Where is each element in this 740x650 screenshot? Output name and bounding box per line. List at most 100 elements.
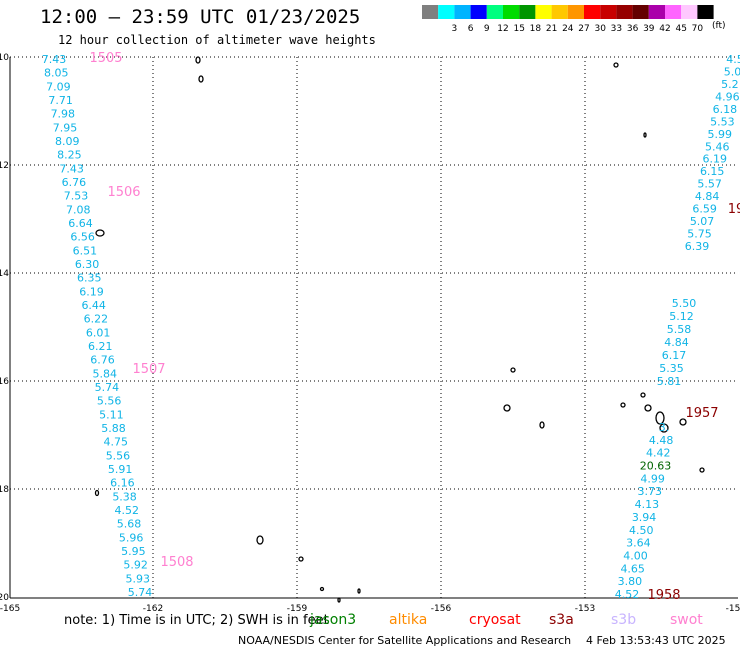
swh-value: 6.76: [62, 176, 87, 189]
legend-swatch: [535, 5, 552, 19]
swh-value: 5.58: [667, 323, 692, 336]
island-outline: [659, 423, 669, 433]
swh-value: 7.71: [48, 94, 73, 107]
swh-value: 5.91: [108, 463, 133, 476]
map-subtitle: 12 hour collection of altimeter wave hei…: [58, 33, 376, 47]
swh-value: 4.00: [623, 549, 648, 562]
swh-value: 4.84: [695, 190, 720, 203]
island-outline: [539, 421, 545, 429]
legend-label: 21: [546, 24, 557, 34]
lon-tick-label: -159: [287, 604, 308, 614]
swh-value: 6.39: [685, 240, 710, 253]
swh-value: 4.84: [664, 336, 689, 349]
satellite-jason3: jason3: [310, 612, 357, 628]
generated-timestamp: 4 Feb 13:53:43 UTC 2025: [586, 634, 726, 647]
swh-value: 6.76: [90, 354, 115, 367]
satellite-altika: altika: [389, 612, 428, 628]
swh-value: 5.81: [657, 375, 682, 388]
swh-value: 6.51: [73, 244, 98, 257]
island-outline: [94, 489, 100, 497]
island-outline: [640, 392, 646, 398]
swh-value: 5.53: [710, 115, 735, 128]
legend-swatch: [470, 5, 487, 19]
legend-swatch: [438, 5, 455, 19]
swh-value: 7.53: [64, 190, 89, 203]
lat-tick-label: -12: [0, 161, 9, 171]
swh-value: 6.22: [84, 313, 109, 326]
island-outline: [613, 62, 619, 68]
swh-value: 4.5: [726, 53, 740, 66]
swh-value: 6.19: [702, 153, 727, 166]
time-label: 1957: [685, 406, 718, 421]
swh-value: 5.84: [92, 367, 117, 380]
legend-swatch: [600, 5, 617, 19]
lat-tick-label: -20: [0, 593, 9, 603]
swh-value: 5.12: [669, 310, 694, 323]
swh-value: 6.56: [70, 231, 95, 244]
swh-value: 3.94: [632, 511, 657, 524]
swh-value: 5.92: [123, 559, 148, 572]
legend-swatch: [632, 5, 649, 19]
swh-value: 6.16: [110, 477, 135, 490]
swh-value: 6.01: [86, 326, 111, 339]
legend-swatch: [697, 5, 714, 19]
legend-label: 30: [594, 24, 606, 34]
swh-value: 6.17: [662, 349, 687, 362]
lat-tick-label: -14: [0, 269, 9, 279]
swh-value: 20.63: [640, 460, 672, 473]
swh-value: 7.09: [46, 80, 71, 93]
satellite-s3a: s3a: [549, 612, 574, 628]
swh-value: 6.21: [88, 340, 113, 353]
legend-swatch: [454, 5, 471, 19]
legend-label: 15: [513, 24, 524, 34]
lon-tick-label: -15: [726, 604, 740, 614]
swh-value: 6.59: [692, 203, 717, 216]
swh-value: 4.99: [640, 472, 665, 485]
lon-tick-label: -153: [575, 604, 595, 614]
island-outline: [503, 404, 511, 412]
swh-value: 4.65: [620, 562, 645, 575]
time-label: 1506: [107, 185, 140, 200]
swh-value: 5.74: [128, 586, 153, 599]
swh-value: 5.11: [99, 408, 124, 421]
swh-value: 5.56: [106, 449, 131, 462]
legend-swatch: [584, 5, 601, 19]
swh-value: 5.95: [121, 545, 146, 558]
legend-swatch: [616, 5, 633, 19]
island-outline: [195, 56, 201, 64]
legend-label: 6: [468, 24, 474, 34]
map-title: 12:00 — 23:59 UTC 01/23/2025: [40, 6, 361, 28]
swh-value: 5.57: [697, 178, 722, 191]
legend-swatch: [551, 5, 568, 19]
island-outline: [643, 132, 647, 138]
credit-line: NOAA/NESDIS Center for Satellite Applica…: [238, 634, 572, 647]
legend-label: 70: [692, 24, 704, 34]
legend-unit: (ft): [712, 21, 726, 31]
swh-value: 6.35: [77, 272, 102, 285]
swh-value: 4.48: [649, 434, 674, 447]
lat-tick-label: -10: [0, 53, 9, 63]
swh-value: 5.0: [724, 65, 740, 78]
swh-value: 7.08: [66, 203, 91, 216]
swh-value: 5.68: [117, 518, 142, 531]
swh-value: 8.09: [55, 135, 80, 148]
swh-value: 5.07: [690, 215, 715, 228]
swh-value: 7.95: [53, 121, 78, 134]
altimeter-tracks: 7.438.057.097.717.987.958.098.257.436.76…: [42, 53, 740, 601]
swh-value: 6.30: [75, 258, 100, 271]
map-frame: [9, 57, 738, 599]
swh-value: 5.56: [97, 395, 122, 408]
swh-value: 4.52: [115, 504, 140, 517]
swh-value: 3.80: [618, 575, 643, 588]
swh-value: 4.52: [615, 588, 640, 601]
island-outline: [655, 411, 665, 425]
swh-value: 7.43: [59, 162, 84, 175]
legend-label: 18: [530, 24, 542, 34]
time-label: 1505: [89, 51, 122, 66]
swh-value: 7.43: [42, 53, 67, 66]
swh-value: 4.75: [103, 436, 128, 449]
legend-swatch: [567, 5, 584, 19]
island-outline: [620, 402, 626, 408]
legend-label: 27: [578, 24, 589, 34]
